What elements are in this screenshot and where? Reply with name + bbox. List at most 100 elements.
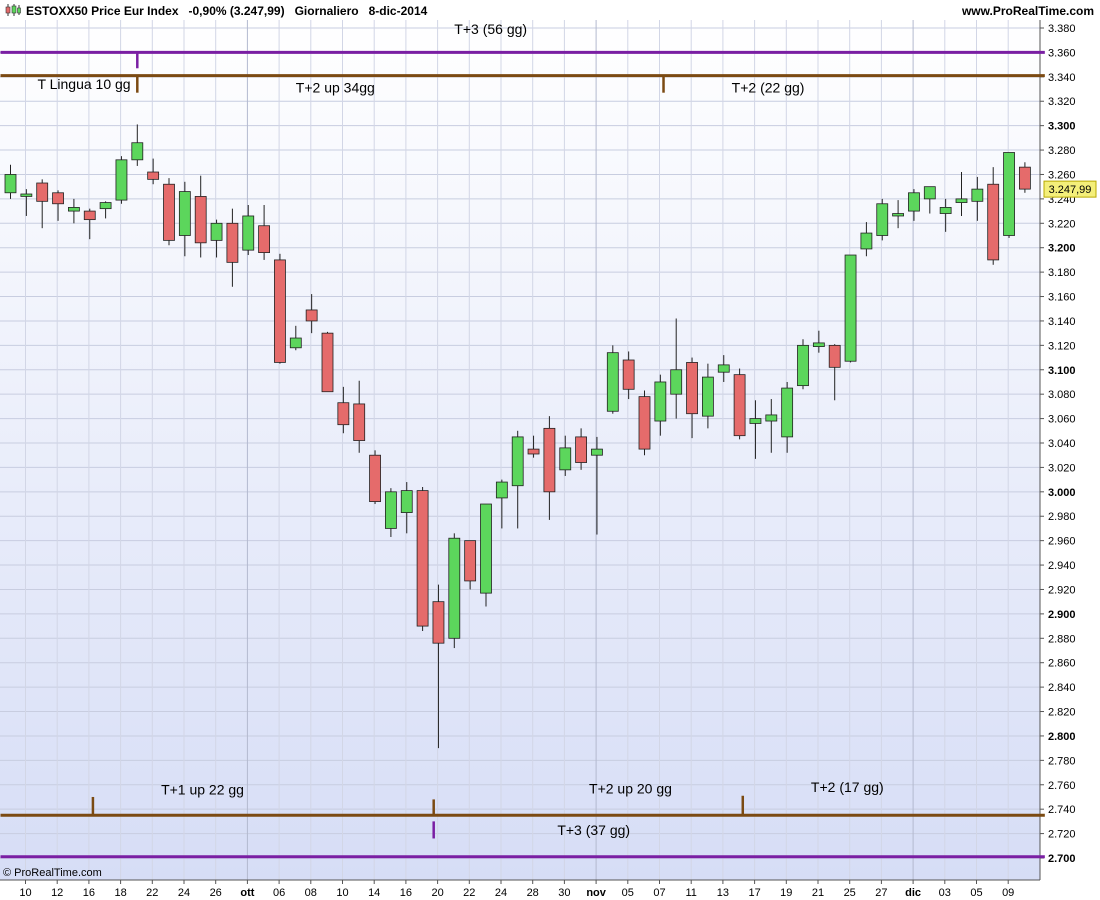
candle-down[interactable] (83, 208, 96, 240)
candle-body (337, 402, 350, 426)
candle-body (305, 309, 318, 322)
candle-body (274, 259, 286, 363)
candle-up[interactable] (400, 482, 413, 534)
candle-up[interactable] (765, 399, 778, 453)
candle-up[interactable] (1003, 152, 1015, 238)
candle-down[interactable] (987, 167, 1000, 265)
candle-up[interactable] (448, 533, 461, 649)
candle-up[interactable] (892, 200, 904, 229)
candle-up[interactable] (178, 181, 191, 257)
candle-up[interactable] (591, 436, 603, 535)
candle-body (939, 207, 952, 214)
candle-down[interactable] (305, 294, 318, 334)
candle-down[interactable] (828, 344, 841, 401)
x-tick-label: 14 (368, 887, 380, 899)
candle-up[interactable] (876, 198, 889, 241)
y-tick-label: 2.840 (1048, 682, 1076, 694)
y-tick-label: 2.740 (1048, 804, 1076, 816)
candle-down[interactable] (416, 486, 429, 631)
y-tick-label: 3.160 (1048, 292, 1076, 304)
candle-body (289, 337, 302, 349)
candle-up[interactable] (511, 430, 524, 529)
candle-down[interactable] (36, 179, 49, 229)
candle-up[interactable] (20, 189, 33, 216)
candle-up[interactable] (115, 156, 128, 204)
candle-down[interactable] (575, 428, 587, 470)
y-tick-label: 3.140 (1048, 316, 1076, 328)
candle-down[interactable] (527, 435, 540, 458)
candle-up[interactable] (289, 325, 302, 351)
candle-down[interactable] (337, 386, 350, 434)
candle-body (670, 369, 683, 395)
candle-up[interactable] (939, 198, 952, 232)
x-tick-label: 19 (780, 887, 792, 899)
candle-up[interactable] (654, 374, 667, 436)
candle-up[interactable] (670, 318, 683, 419)
candle-body (20, 193, 33, 197)
candle-up[interactable] (242, 204, 255, 256)
candle-down[interactable] (464, 540, 477, 590)
candle-body (543, 427, 556, 493)
plot-area (0, 20, 1040, 880)
candle-down[interactable] (147, 158, 160, 185)
x-tick-label: 13 (717, 887, 729, 899)
candle-up[interactable] (131, 124, 144, 166)
candle-up[interactable] (955, 172, 968, 216)
candle-down[interactable] (622, 351, 635, 400)
candle-down[interactable] (274, 253, 286, 364)
candle-up[interactable] (606, 345, 619, 414)
x-tick-label: 10 (19, 887, 31, 899)
candle-up[interactable] (781, 381, 794, 453)
candle-up[interactable] (384, 488, 397, 537)
candle-down[interactable] (194, 175, 207, 258)
candle-up[interactable] (717, 355, 730, 382)
candle-down[interactable] (321, 331, 334, 393)
candle-body (384, 491, 397, 529)
candle-up[interactable] (860, 222, 873, 257)
candle-body (812, 342, 825, 347)
chart-title: ESTOXX50 Price Eur Index -0,90% (3.247,9… (26, 4, 428, 18)
candle-up[interactable] (749, 400, 762, 459)
candle-body (52, 192, 64, 205)
candle-up[interactable] (559, 435, 572, 476)
candle-body (559, 447, 572, 471)
candle-down[interactable] (52, 190, 64, 221)
candle-down[interactable] (258, 204, 271, 260)
candle-body (400, 490, 413, 513)
candle-body (527, 448, 540, 455)
site-link[interactable]: www.ProRealTime.com (961, 4, 1094, 18)
candle-up[interactable] (702, 363, 714, 429)
candle-down[interactable] (733, 368, 746, 440)
candle-up[interactable] (495, 479, 508, 529)
candle-down[interactable] (226, 208, 239, 287)
candle-up[interactable] (99, 201, 112, 219)
candle-down[interactable] (353, 380, 366, 453)
candle-up[interactable] (844, 254, 857, 363)
x-tick-label: 22 (146, 887, 158, 899)
candle-body (733, 374, 746, 437)
y-tick-label: 2.820 (1048, 707, 1076, 719)
candle-up[interactable] (68, 198, 80, 224)
candle-up[interactable] (4, 164, 17, 199)
candle-down[interactable] (163, 178, 175, 246)
candle-up[interactable] (908, 189, 920, 221)
candle-down[interactable] (686, 357, 698, 439)
candle-up[interactable] (971, 176, 984, 221)
candle-body (432, 601, 445, 644)
candle-down[interactable] (638, 390, 651, 456)
candle-up[interactable] (797, 339, 809, 390)
annotation-label: T+2 up 20 gg (589, 780, 672, 796)
candle-down[interactable] (369, 450, 381, 505)
candle-down[interactable] (1019, 162, 1031, 193)
candle-down[interactable] (543, 416, 556, 520)
candle-up[interactable] (480, 503, 492, 607)
candle-down[interactable] (432, 584, 445, 749)
y-tick-label: 3.240 (1048, 194, 1076, 206)
candle-up[interactable] (210, 219, 223, 258)
candle-body (258, 225, 271, 253)
candle-body (1003, 152, 1015, 236)
candle-up[interactable] (812, 330, 825, 353)
x-tick-label: 16 (400, 887, 412, 899)
candle-up[interactable] (923, 186, 936, 214)
